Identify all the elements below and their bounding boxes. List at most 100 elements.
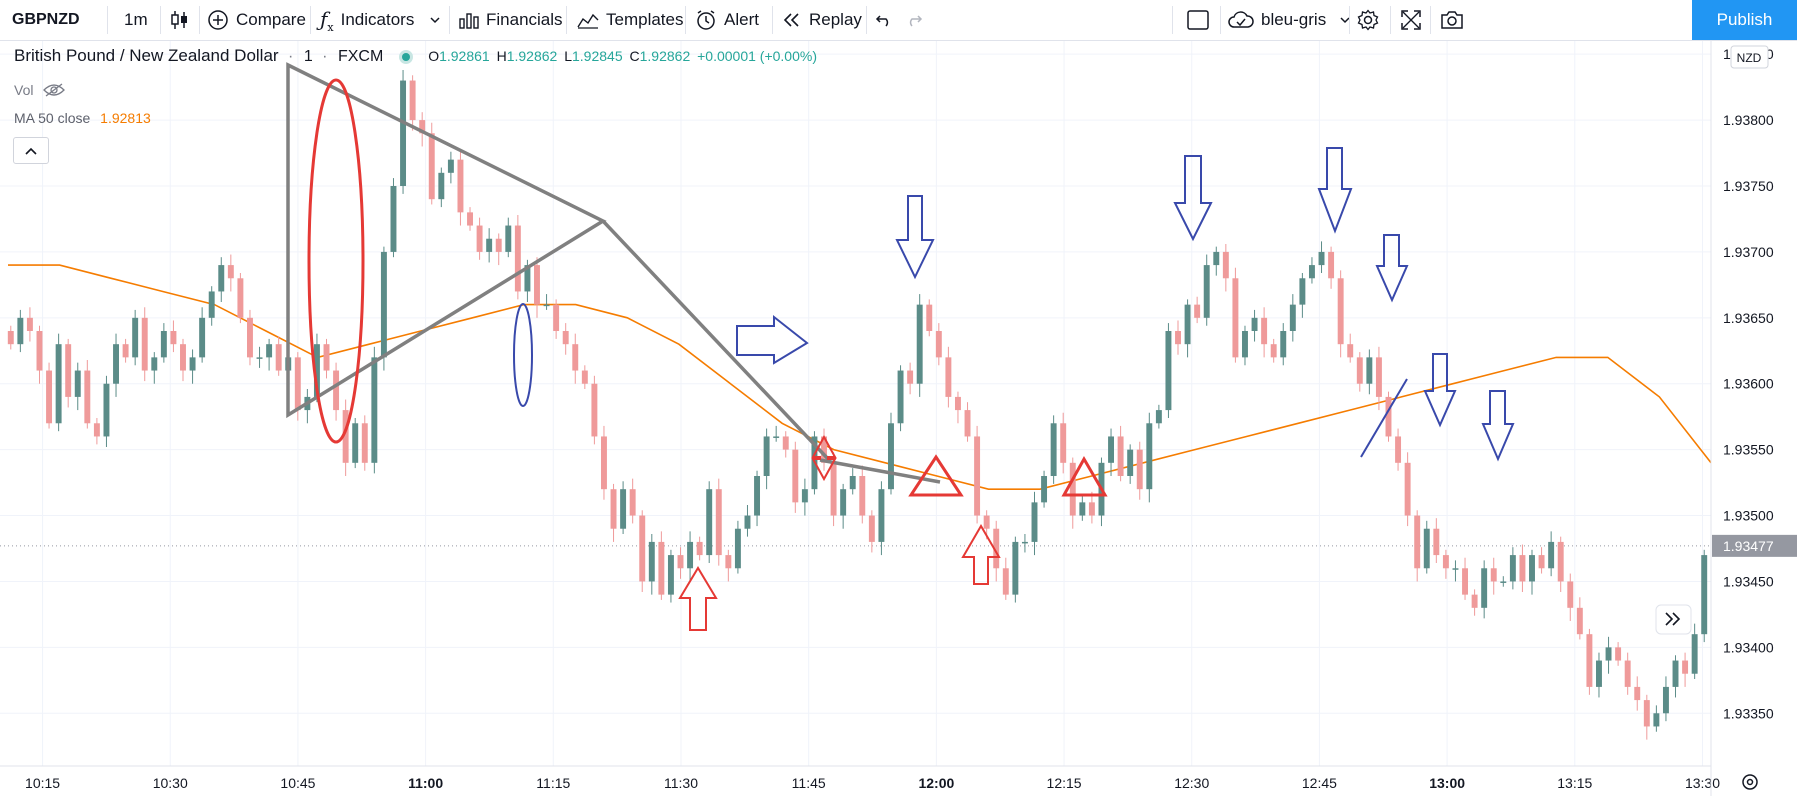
candle-down bbox=[1538, 555, 1545, 569]
snapshot-button[interactable] bbox=[1440, 0, 1464, 40]
redo-button[interactable] bbox=[905, 0, 923, 40]
candle-down bbox=[1519, 555, 1526, 582]
candle-down bbox=[983, 515, 990, 529]
bar-chart-icon bbox=[459, 11, 479, 29]
vol-label: Vol bbox=[14, 82, 34, 98]
market-open-dot bbox=[401, 52, 410, 61]
templates-button[interactable]: Templates bbox=[577, 0, 683, 40]
candle-up bbox=[1500, 581, 1507, 583]
x-tick-label: 10:30 bbox=[153, 775, 188, 791]
trend-line-drawing bbox=[601, 219, 832, 463]
x-tick-label: 11:00 bbox=[408, 775, 443, 791]
candle-down bbox=[1395, 436, 1402, 463]
separator bbox=[1390, 6, 1391, 34]
separator bbox=[310, 6, 311, 34]
settings-button[interactable] bbox=[1357, 0, 1379, 40]
ma-value: 1.92813 bbox=[100, 110, 151, 126]
separator bbox=[866, 6, 867, 34]
expand-icon bbox=[1400, 9, 1422, 31]
candle-down bbox=[1117, 436, 1124, 476]
candle-up bbox=[1242, 331, 1248, 358]
x-tick-label: 11:30 bbox=[664, 775, 698, 791]
eye-off-icon[interactable] bbox=[43, 83, 66, 100]
candle-up bbox=[1423, 528, 1430, 569]
candle-down bbox=[93, 423, 100, 437]
candle-up bbox=[878, 489, 885, 542]
candle-down bbox=[1136, 449, 1143, 490]
candle-down bbox=[1643, 700, 1650, 727]
candle-down bbox=[428, 133, 435, 200]
chart-settings-gear[interactable] bbox=[1742, 774, 1758, 790]
chevron-up-icon bbox=[25, 142, 37, 160]
candle-up bbox=[916, 304, 923, 384]
candle-up bbox=[266, 344, 273, 358]
candle-down bbox=[1414, 515, 1421, 569]
drawings bbox=[286, 62, 1515, 631]
chart-style-button[interactable] bbox=[169, 0, 189, 40]
candle-down bbox=[1576, 607, 1583, 635]
compare-button[interactable]: Compare bbox=[207, 0, 306, 40]
replay-label: Replay bbox=[809, 10, 862, 29]
square-icon bbox=[1187, 10, 1209, 30]
candle-up bbox=[897, 370, 904, 424]
candle-down bbox=[323, 344, 330, 371]
candle-up bbox=[1605, 647, 1612, 661]
candle-down bbox=[65, 344, 72, 397]
undo-button[interactable] bbox=[875, 0, 893, 40]
candle-down bbox=[1433, 528, 1440, 556]
candle-up bbox=[849, 476, 856, 490]
publish-label: Publish bbox=[1716, 10, 1773, 29]
cloud-icon bbox=[1228, 11, 1254, 29]
fullscreen-toggle[interactable] bbox=[1187, 0, 1209, 40]
symbol-description[interactable]: British Pound / New Zealand Dollar bbox=[14, 46, 279, 65]
candle-down bbox=[945, 357, 952, 397]
top-toolbar: GBPNZD 1m Compare ƒx Indicators Financia… bbox=[0, 0, 1797, 41]
layout-selector[interactable]: bleu-gris bbox=[1228, 0, 1350, 40]
candle-down bbox=[170, 331, 177, 345]
candles bbox=[7, 70, 1708, 740]
financials-label: Financials bbox=[486, 10, 563, 29]
ma50-polyline bbox=[8, 264, 1712, 491]
indicators-button[interactable]: ƒx Indicators bbox=[320, 0, 440, 40]
candle-down bbox=[830, 462, 837, 516]
candle-up bbox=[620, 489, 627, 529]
publish-button[interactable]: Publish bbox=[1692, 0, 1797, 40]
volume-legend[interactable]: Vol bbox=[14, 82, 66, 100]
ma-legend[interactable]: MA 50 close 1.92813 bbox=[14, 110, 151, 126]
last-price-tag bbox=[1712, 534, 1797, 557]
candle-up bbox=[447, 159, 454, 173]
candle-down bbox=[1490, 568, 1497, 582]
chart-grid bbox=[0, 41, 1711, 766]
triangle-up-drawing bbox=[908, 454, 964, 497]
candle-up bbox=[1701, 555, 1708, 635]
candle-down bbox=[1586, 634, 1593, 687]
candle-up bbox=[1289, 304, 1296, 331]
candle-down bbox=[1232, 278, 1239, 358]
candle-down bbox=[974, 436, 981, 516]
financials-button[interactable]: Financials bbox=[459, 0, 563, 40]
candle-up bbox=[648, 541, 655, 582]
symbol-search[interactable]: GBPNZD bbox=[12, 0, 80, 40]
x-tick-label: 12:00 bbox=[918, 775, 954, 791]
collapse-legend-button[interactable] bbox=[13, 137, 49, 164]
candle-down bbox=[1471, 594, 1478, 608]
x-tick-label: 10:15 bbox=[25, 775, 60, 791]
scroll-to-realtime-button[interactable] bbox=[1655, 604, 1692, 635]
candle-up bbox=[132, 317, 139, 358]
interval-button[interactable]: 1m bbox=[124, 0, 148, 40]
candle-up bbox=[103, 383, 110, 437]
maximize-button[interactable] bbox=[1400, 0, 1422, 40]
candle-down bbox=[26, 317, 33, 331]
candle-up bbox=[1213, 251, 1220, 266]
candle-up bbox=[1318, 251, 1325, 266]
candle-down bbox=[1060, 423, 1067, 463]
arrow-up-drawing bbox=[961, 524, 1001, 585]
candle-down bbox=[1002, 568, 1009, 595]
replay-button[interactable]: Replay bbox=[782, 0, 862, 40]
candle-down bbox=[122, 344, 129, 358]
candle-up bbox=[256, 357, 263, 359]
price-chart[interactable]: 1.938501.938001.937501.937001.936501.936… bbox=[0, 41, 1797, 796]
alert-button[interactable]: Alert bbox=[695, 0, 759, 40]
candle-down bbox=[1175, 331, 1181, 345]
separator bbox=[1430, 6, 1431, 34]
